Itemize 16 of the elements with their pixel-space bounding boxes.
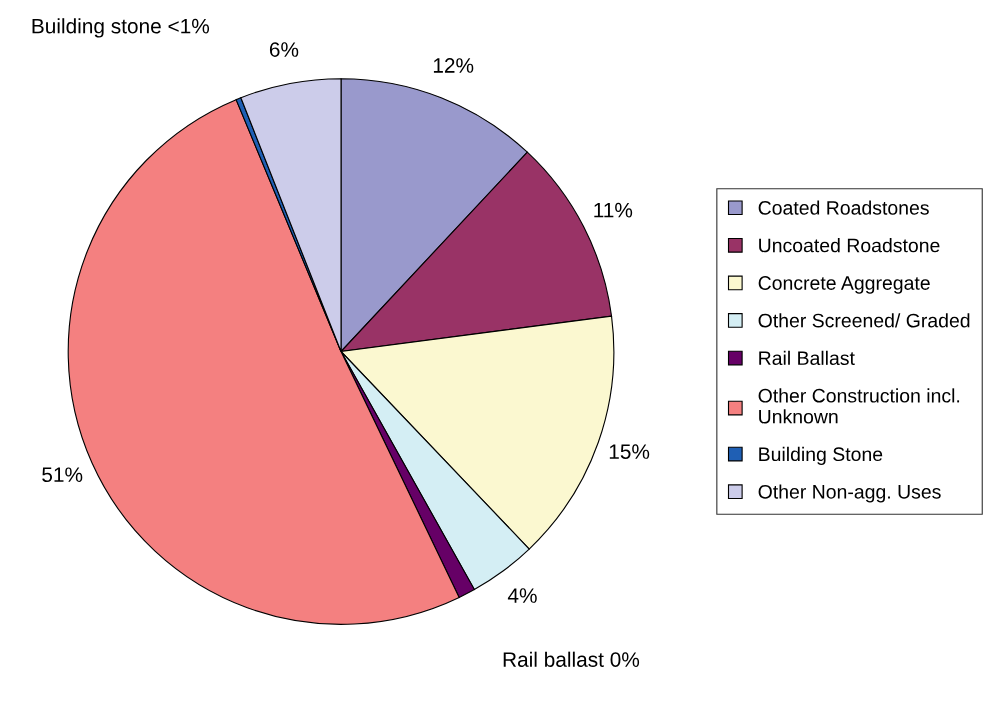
data-label: Rail ballast 0% <box>503 651 640 667</box>
data-label: Building stone <1% <box>32 18 210 38</box>
data-label: 51% <box>42 467 83 483</box>
legend-label: Coated Roadstones <box>758 200 929 215</box>
legend-label: Uncoated Roadstone <box>759 238 940 253</box>
legend-label: Concrete Aggregate <box>758 276 930 294</box>
legend-label: Other Non-agg. Uses <box>758 484 941 503</box>
legend-label: Other Screened/ Graded <box>758 313 970 328</box>
data-label: 15% <box>609 444 650 459</box>
data-label: 4% <box>507 588 537 603</box>
data-label: 6% <box>269 42 299 57</box>
data-label: 12% <box>433 58 474 73</box>
legend-label: Other Construction incl. Unknown <box>758 388 960 424</box>
legend-label: Building Stone <box>759 446 883 465</box>
legend-label: Rail Ballast <box>759 350 855 366</box>
data-label: 11% <box>594 202 633 218</box>
